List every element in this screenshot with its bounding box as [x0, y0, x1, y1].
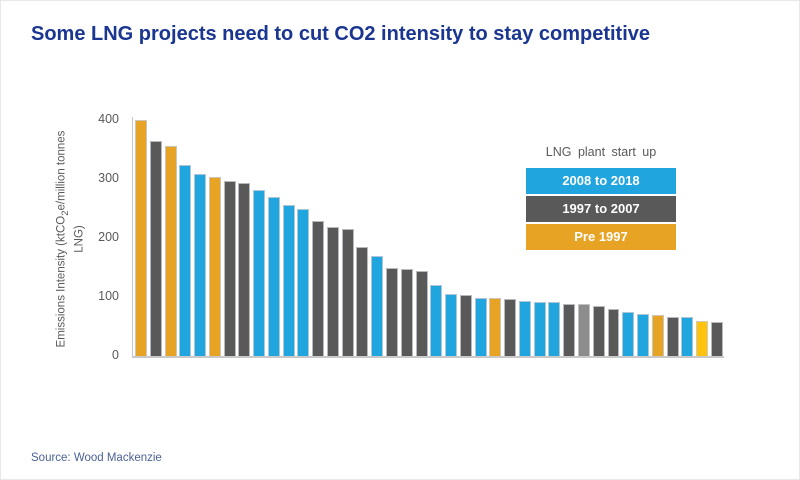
bar [577, 303, 590, 356]
y-tick-label: 0 [112, 348, 119, 362]
bar [592, 306, 605, 356]
bars-container [135, 120, 723, 356]
bar [415, 271, 428, 356]
bar [489, 298, 502, 356]
bar [533, 301, 546, 356]
bar [386, 268, 398, 356]
bar [223, 181, 236, 356]
bar [710, 322, 723, 356]
bar [179, 164, 192, 356]
bar [445, 294, 458, 356]
y-tick-label: 100 [98, 289, 119, 303]
x-axis-line [132, 356, 724, 358]
y-axis-line [132, 117, 133, 358]
bar [474, 297, 487, 356]
bar [135, 120, 147, 356]
bar [607, 308, 620, 356]
bar [267, 197, 280, 356]
bar [341, 229, 354, 356]
bar [637, 314, 649, 356]
bar [208, 177, 221, 356]
bar [681, 317, 694, 356]
y-tick-label: 300 [98, 171, 119, 185]
bar [356, 247, 369, 356]
bar [194, 173, 207, 356]
bar [696, 320, 709, 356]
legend-item-1997-2007: 1997 to 2007 [526, 196, 676, 222]
legend-title: LNG plant start up [545, 145, 657, 159]
page-title: Some LNG projects need to cut CO2 intens… [31, 23, 651, 45]
bar [371, 255, 384, 356]
bar [312, 221, 325, 356]
bar [548, 302, 561, 356]
bar [297, 208, 310, 356]
bar [400, 269, 413, 356]
bar [253, 189, 266, 356]
bar [430, 285, 443, 356]
legend: LNG plant start up 2008 to 2018 1997 to … [526, 145, 676, 252]
bar [459, 295, 472, 356]
y-tick-label: 200 [98, 230, 119, 244]
y-tick-label: 400 [98, 112, 119, 126]
bar [622, 311, 635, 356]
source-credit: Source: Wood Mackenzie [31, 452, 162, 464]
legend-item-2008-2018: 2008 to 2018 [526, 168, 676, 194]
bar [326, 226, 339, 356]
bar [518, 300, 531, 356]
bar [282, 204, 295, 356]
bar [651, 314, 664, 356]
bar [666, 317, 679, 356]
bar [504, 299, 517, 356]
bar [238, 183, 251, 356]
legend-item-pre-1997: Pre 1997 [526, 224, 676, 250]
bar [563, 303, 576, 356]
bar [164, 145, 177, 356]
bar [149, 141, 162, 356]
